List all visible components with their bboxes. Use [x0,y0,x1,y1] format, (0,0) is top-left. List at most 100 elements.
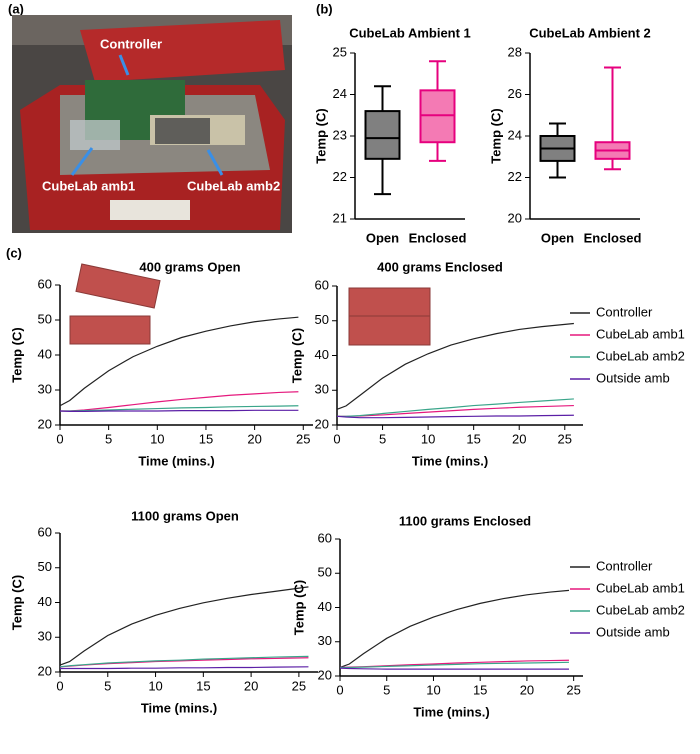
y-tick-label: 30 [318,633,332,648]
x-tick-label: 5 [379,431,386,446]
chart-title: 400 grams Open [139,259,240,274]
x-axis-label: Time (mins.) [412,453,488,468]
x-tick-label: 10 [421,431,435,446]
series-line [60,405,299,412]
x-tick-label: Open [541,230,574,245]
x-tick-label: 15 [199,431,213,446]
x-tick-label: 20 [512,431,526,446]
chart-title: CubeLab Ambient 2 [529,25,651,40]
x-axis-label: Time (mins.) [413,704,489,719]
y-tick-label: 20 [38,663,52,678]
legend-label: CubeLab amb1 [596,580,685,595]
y-tick-label: 28 [508,44,522,59]
photo-label: CubeLab amb1 [42,178,135,193]
y-tick-label: 20 [508,210,522,225]
y-tick-label: 23 [333,127,347,142]
panel-label: (b) [316,1,333,16]
chart-title: 400 grams Enclosed [377,259,503,274]
series-line [336,322,574,410]
x-axis-label: Time (mins.) [141,700,217,715]
box [419,89,456,144]
y-tick-label: 26 [508,86,522,101]
x-tick-label: Open [366,230,399,245]
x-tick-label: 0 [56,431,63,446]
y-tick-label: 22 [508,169,522,184]
series-line [339,589,570,669]
panel-label: (a) [8,1,24,16]
y-tick-label: 50 [38,311,52,326]
legend-label: CubeLab amb2 [596,348,685,363]
y-tick-label: 21 [333,210,347,225]
panel-label: (c) [6,245,22,260]
x-tick-label: Enclosed [409,230,467,245]
y-tick-label: 40 [38,346,52,361]
chart-title: 1100 grams Enclosed [399,513,531,528]
legend-label: Outside amb [596,624,670,639]
series-line [59,657,309,668]
box [364,110,401,160]
x-tick-label: 15 [473,682,487,697]
x-axis-label: Time (mins.) [138,453,214,468]
legend-label: CubeLab amb2 [596,602,685,617]
legend-label: CubeLab amb1 [596,326,685,341]
y-tick-label: 30 [38,629,52,644]
legend-label: Controller [596,558,653,573]
x-tick-label: 10 [148,678,162,693]
x-tick-label: 20 [247,431,261,446]
photo-label: Controller [100,36,162,51]
y-tick-label: 24 [508,127,522,142]
y-tick-label: 40 [318,599,332,614]
y-axis-label: Temp (C) [313,108,328,163]
x-tick-label: 25 [566,682,580,697]
legend-label: Outside amb [596,370,670,385]
y-tick-label: 40 [38,594,52,609]
series-line [339,667,569,670]
y-tick-label: 40 [315,347,329,362]
y-tick-label: 30 [315,382,329,397]
inset-icon [69,263,431,346]
series-line [60,666,309,670]
y-tick-label: 60 [315,277,329,292]
x-tick-label: 15 [466,431,480,446]
y-tick-label: 50 [318,565,332,580]
x-tick-label: 0 [56,678,63,693]
x-tick-label: 5 [104,678,111,693]
x-tick-label: 0 [333,431,340,446]
x-tick-label: 10 [426,682,440,697]
x-tick-label: 20 [520,682,534,697]
y-tick-label: 20 [38,416,52,431]
chart-title: 1100 grams Open [131,508,239,523]
y-tick-label: 60 [318,530,332,545]
y-tick-label: 25 [333,44,347,59]
x-tick-label: 0 [336,682,343,697]
y-tick-label: 20 [315,416,329,431]
x-tick-label: 25 [558,431,572,446]
series-line [59,586,309,666]
y-tick-label: 50 [315,312,329,327]
series-line [59,409,299,412]
chart-title: CubeLab Ambient 1 [349,25,471,40]
y-axis-label: Temp (C) [9,575,24,630]
y-axis-label: Temp (C) [291,580,306,635]
y-tick-label: 60 [38,524,52,539]
y-tick-label: 50 [38,559,52,574]
series-line [59,655,309,668]
y-tick-label: 60 [38,276,52,291]
y-axis-label: Temp (C) [289,328,304,383]
y-tick-label: 30 [38,381,52,396]
x-tick-label: Enclosed [584,230,642,245]
photo-label: CubeLab amb2 [187,178,280,193]
y-tick-label: 20 [318,667,332,682]
y-axis-label: Temp (C) [488,108,503,163]
x-tick-label: 5 [383,682,390,697]
x-tick-label: 25 [292,678,306,693]
x-tick-label: 15 [196,678,210,693]
x-tick-label: 25 [296,431,310,446]
series-line [337,398,574,417]
x-tick-label: 5 [105,431,112,446]
series-line [59,316,299,407]
x-tick-label: 20 [244,678,258,693]
legend-label: Controller [596,304,653,319]
y-axis-label: Temp (C) [9,327,24,382]
